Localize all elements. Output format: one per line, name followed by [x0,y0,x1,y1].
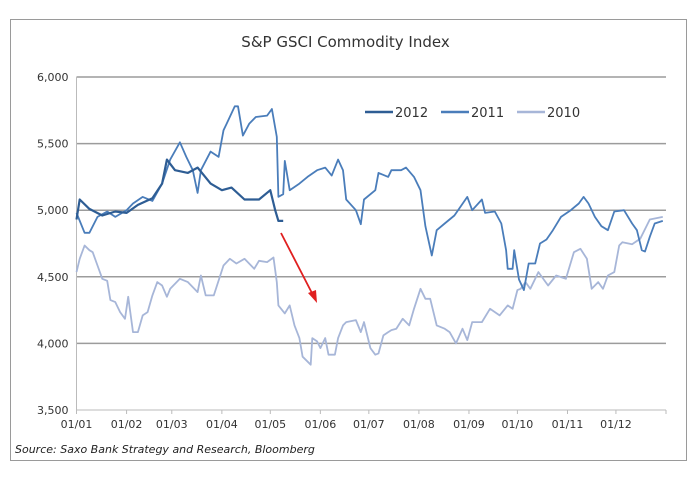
x-tick-label: 01/02 [111,418,143,431]
legend-label-2010: 2010 [547,106,580,121]
x-tick-label: 01/11 [552,418,584,431]
x-tick-label: 01/01 [61,418,93,431]
y-tick-label: 5,000 [37,204,69,217]
y-tick-label: 6,000 [37,71,69,84]
x-tick-label: 01/10 [502,418,534,431]
x-tick-label: 01/09 [453,418,485,431]
series-line-2011 [75,105,664,291]
x-tick-label: 01/03 [156,418,188,431]
y-tick-label: 4,500 [37,271,69,284]
legend-label-2012: 2012 [395,106,428,121]
y-tick-label: 3,500 [37,404,69,417]
chart-title: S&P GSCI Commodity Index [241,33,450,51]
x-tick-label: 01/04 [206,418,238,431]
annotation-arrowhead [308,290,317,303]
legend-label-2011: 2011 [471,106,504,121]
x-tick-label: 01/07 [353,418,385,431]
source-note: Source: Saxo Bank Strategy and Research,… [15,443,315,456]
y-tick-label: 5,500 [37,138,69,151]
x-tick-label: 01/12 [600,418,632,431]
x-tick-label: 01/08 [403,418,435,431]
chart-frame [10,19,687,461]
y-tick-label: 4,000 [37,337,69,350]
x-tick-label: 01/05 [254,418,286,431]
x-tick-label: 01/06 [305,418,337,431]
series-line-2010 [75,216,663,366]
annotation-arrow [280,232,315,298]
series-line-2012 [75,158,284,222]
